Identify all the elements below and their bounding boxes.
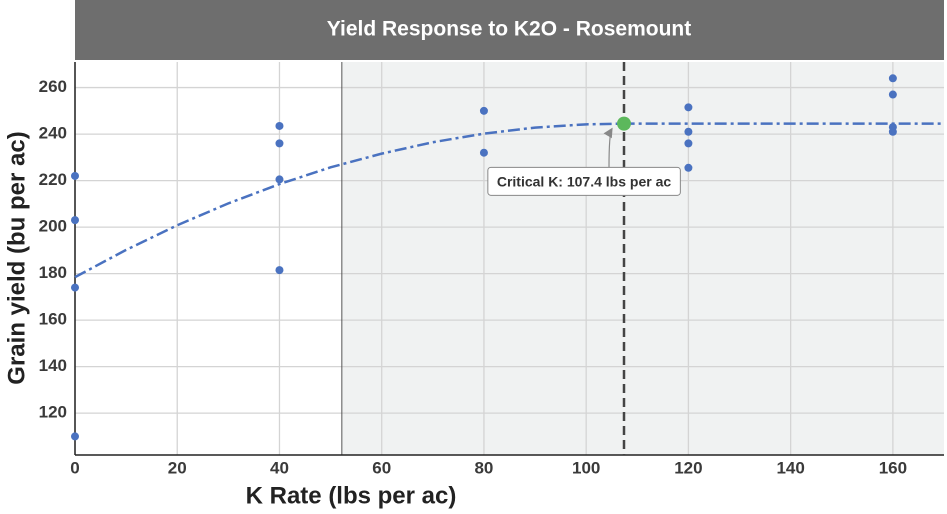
point: [71, 283, 79, 292]
critical-point: [617, 116, 632, 131]
y-axis-label: Grain yield (bu per ac): [3, 131, 30, 384]
x-tick-label: 160: [879, 458, 907, 477]
y-tick-label: 260: [39, 77, 67, 96]
y-tick-label: 120: [39, 403, 67, 422]
y-tick-label: 200: [39, 217, 67, 236]
y-tick-label: 240: [39, 124, 67, 143]
point: [71, 432, 79, 441]
point: [275, 121, 284, 130]
y-tick-label: 140: [39, 356, 67, 375]
annotation-box: [487, 166, 681, 196]
shaded-region: [341, 62, 944, 455]
y-tick-label: 220: [39, 170, 67, 189]
point: [71, 216, 79, 225]
point: [888, 74, 897, 83]
point: [684, 163, 693, 172]
point: [888, 127, 897, 136]
point: [71, 171, 79, 180]
x-tick-label: 100: [572, 458, 600, 477]
point: [888, 90, 897, 99]
point: [479, 106, 488, 115]
point: [684, 139, 693, 148]
annotation-label: Critical K: 107.4 lbs per ac: [497, 173, 672, 189]
title-bar: [75, 0, 944, 60]
chart-title: Yield Response to K2O - Rosemount: [327, 18, 691, 41]
x-tick-label: 20: [168, 458, 187, 477]
point: [479, 148, 488, 157]
x-tick-label: 60: [372, 458, 391, 477]
point: [684, 103, 693, 112]
x-tick-label: 0: [70, 458, 79, 477]
point: [684, 127, 693, 136]
y-tick-label: 160: [39, 310, 67, 329]
y-tick-label: 180: [39, 263, 67, 282]
x-tick-label: 140: [776, 458, 804, 477]
point: [275, 139, 284, 148]
point: [275, 175, 284, 184]
x-axis-label: K Rate (lbs per ac): [246, 482, 457, 509]
x-tick-label: 120: [674, 458, 702, 477]
x-tick-label: 80: [474, 458, 493, 477]
fit-line: [74, 122, 944, 279]
point: [275, 266, 284, 275]
annotation-arrow: [603, 127, 613, 168]
x-tick-label: 40: [270, 458, 289, 477]
